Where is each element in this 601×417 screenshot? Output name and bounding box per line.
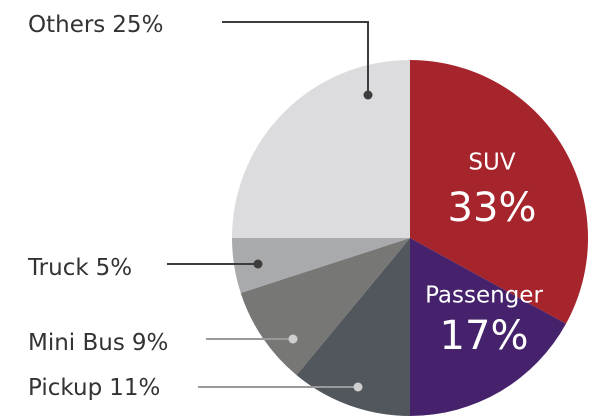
category-name: Mini Bus: [28, 330, 125, 356]
slice-value: 9%: [132, 330, 169, 356]
category-name: Truck: [27, 255, 89, 281]
callout-dot: [363, 90, 373, 100]
pie-slice: [410, 238, 566, 416]
slice-label: Mini Bus 9%: [28, 330, 168, 356]
pie-slice: [410, 60, 589, 324]
pie-slice: [232, 60, 410, 238]
category-name: Others: [28, 12, 105, 38]
callout-line: [222, 21, 369, 95]
callout-dot: [288, 334, 298, 344]
category-name: Pickup: [28, 375, 102, 401]
slice-label: Pickup 11%: [28, 375, 160, 401]
callout-dot: [253, 259, 263, 269]
pie-slice: [240, 238, 410, 376]
slice-label: Passenger: [425, 283, 543, 309]
pie-slice: [296, 238, 410, 416]
slice-value: 17%: [440, 313, 529, 359]
slice-label: Others 25%: [28, 12, 163, 38]
pie-slice: [232, 238, 410, 294]
slice-value: 11%: [109, 375, 160, 401]
slice-value: 33%: [448, 185, 537, 231]
callout-dot: [353, 382, 363, 392]
slice-label: Truck 5%: [27, 255, 132, 281]
slice-value: 5%: [96, 255, 133, 281]
slice-label: SUV: [468, 150, 515, 176]
slice-value: 25%: [112, 12, 163, 38]
